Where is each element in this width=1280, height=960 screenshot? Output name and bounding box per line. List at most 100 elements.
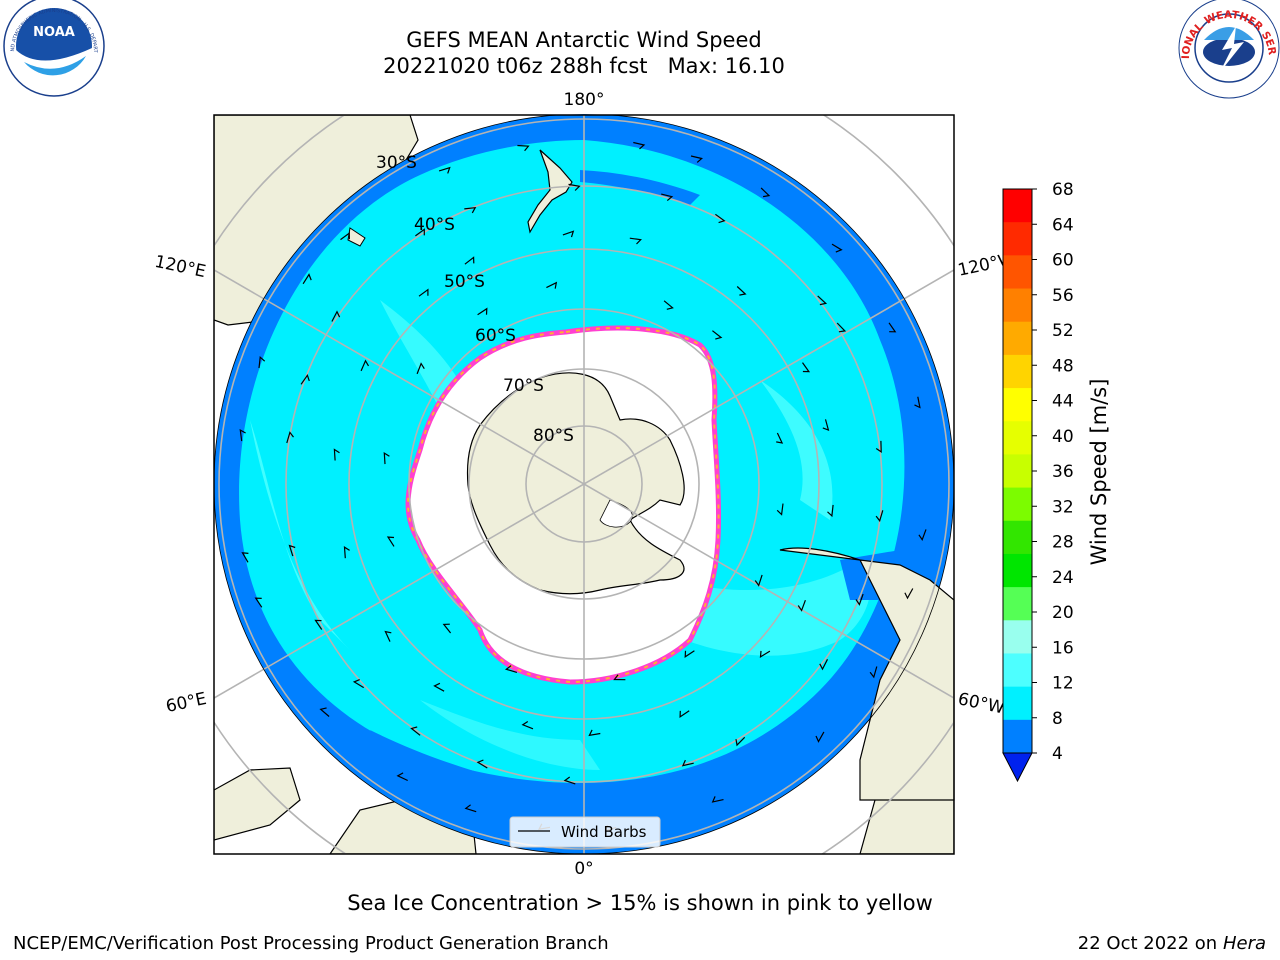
land-tasmania [347,227,366,247]
wind-barb [802,362,811,373]
wind-barb [521,720,534,730]
colorbar-segment [1003,454,1032,489]
wind-barb [690,155,703,163]
colorbar-tick-label: 36 [1052,462,1074,482]
latitude-labels: 30°S 40°S 50°S 60°S 70°S 80°S [376,153,574,446]
colorbar-tick-label: 32 [1052,497,1074,517]
lat-label-30: 30°S [376,153,417,173]
wind-barb [333,448,340,461]
wind-barb [300,373,310,385]
colorbar-segment [1003,189,1032,223]
lon-label-60w: 60°W [956,689,1006,718]
wind-barb [302,273,312,285]
colorbar-tick-label: 20 [1052,603,1074,623]
wind-barb [360,359,370,372]
colorbar-segment [1003,222,1032,256]
colorbar-segment [1003,487,1032,522]
wind-barb [715,213,726,224]
footer-date: 22 Oct 2022 on Hera [1078,933,1266,954]
wind-barb [735,736,746,747]
footer-date-text: 22 Oct 2022 on [1077,933,1223,954]
wind-barb [613,674,626,681]
noaa-logo-text: NOAA [33,25,75,40]
lon-label-180: 180° [564,90,605,110]
wind-barb [239,429,246,442]
wind-barb [711,796,724,803]
colorbar-under-triangle [1002,752,1033,783]
colorbar-tick-label: 40 [1052,427,1074,447]
wind-barb [418,288,429,297]
wind-barb [681,759,694,767]
colorbar-tick-label: 64 [1052,215,1074,235]
wind-barb [568,183,581,191]
wind-barb [517,144,530,152]
wind-barb [241,552,249,563]
wind-barb [760,187,771,198]
colorbar-tick-label: 48 [1052,356,1074,376]
wind-barb [343,546,350,559]
wind-barb [815,731,825,743]
colorbar-segment [1003,354,1032,389]
wind-barb [396,772,408,782]
legend-label: Wind Barbs [561,823,647,841]
colorbar-tick-label: 28 [1052,533,1074,553]
colorbar-segment [1003,719,1032,754]
wind-barb [817,295,828,306]
wind-barb [433,682,445,692]
noaa-logo-icon: NOAA NATIONAL OCEANIC AND ATMOSPHERIC AD… [0,0,105,97]
wind-barb [254,597,263,608]
wind-barb [827,504,834,518]
colorbar-segment [1003,388,1032,422]
wind-barb [588,729,601,737]
map-frame [213,114,955,855]
wind-barb [831,243,843,253]
wind-barb [546,281,558,289]
lat-label-80: 80°S [533,426,574,446]
wind-barb [776,503,784,516]
wind-barb [464,256,475,265]
colorbar-tick-label: 24 [1052,568,1074,588]
wind-barb [415,228,425,237]
colorbar-segment [1003,520,1032,555]
land-antarctica [466,372,685,595]
nws-logo-icon: NATIONAL WEATHER SERVICE [0,0,1280,99]
wind-barb [629,237,642,245]
colorbar-segment [1003,620,1032,654]
wind-barb [442,623,452,634]
wind-barb [438,166,451,174]
colorbar-tick-label: 12 [1052,674,1074,694]
wind-barb [797,599,806,612]
wind-barb [888,322,897,333]
sea-ice-note: Sea Ice Concentration > 15% is shown in … [347,891,933,915]
sea-ice-edge-yellow [407,327,720,684]
wind-barb [464,804,477,813]
wind-barb [754,574,763,587]
wind-barb [875,510,884,523]
wind-barb [383,451,390,465]
colorbar-label: Wind Speed [m/s] [1087,379,1111,566]
wind-barb [416,362,425,375]
wind-barbs [239,141,927,832]
lon-label-120e: 120°E [153,252,208,282]
footer-machine: Hera [1222,933,1266,954]
wind-barb [477,307,488,316]
land-new-zealand [527,149,573,234]
colorbar-segment [1003,288,1032,323]
colorbar-tick-label: 56 [1052,286,1074,306]
colorbar-segment [1003,255,1032,290]
wind-barb [386,536,395,547]
lon-label-0: 0° [574,859,593,879]
chart-subtitle-forecast: 20221020 t06z 288h fcst Max: 16.10 [383,54,785,78]
lat-label-50: 50°S [444,272,485,292]
wind-barb [736,286,747,296]
wind-barb [712,330,723,340]
footer-credit: NCEP/EMC/Verification Post Processing Pr… [13,933,609,954]
meridian-60e-120w [214,269,954,699]
colorbar-tick-label: 52 [1052,321,1074,341]
wind-barb [819,659,829,671]
colorbar-segment [1003,587,1032,621]
colorbar-segment [1003,321,1032,356]
graticule [214,115,954,854]
wind-barb [875,440,882,454]
wind-barbs-legend: Wind Barbs [509,816,661,848]
